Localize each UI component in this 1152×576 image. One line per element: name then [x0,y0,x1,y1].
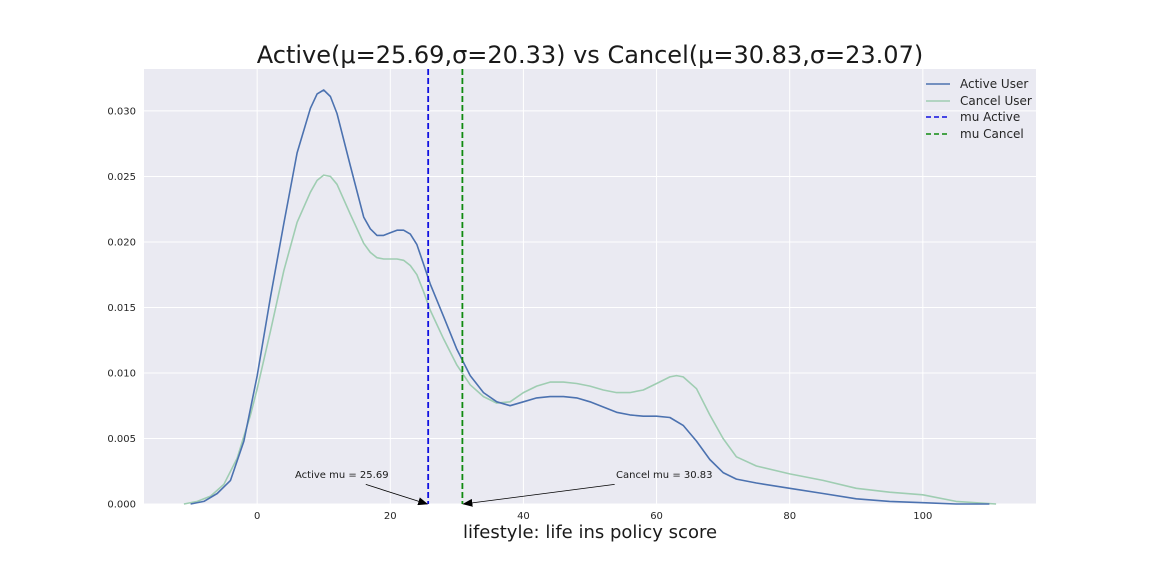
y-tick-label: 0.010 [107,368,136,379]
legend: Active User Cancel User mu Active mu Can… [926,77,1032,141]
annotation-active-mu: Active mu = 25.69 [295,470,389,481]
x-tick-label: 100 [913,511,932,522]
grid-lines [144,69,1036,505]
annotations: Active mu = 25.69 Cancel mu = 30.83 [295,470,713,507]
y-tick-label: 0.005 [107,434,136,445]
x-tick-label: 20 [384,511,397,522]
legend-label-active-user: Active User [960,77,1028,91]
annotation-cancel-mu: Cancel mu = 30.83 [616,470,713,481]
x-axis-label: lifestyle: life ins policy score [463,522,717,543]
y-tick-label: 0.025 [107,172,136,183]
x-tick-label: 0 [254,511,260,522]
annotation-active-arrow [365,484,429,506]
x-tick-labels: 0 20 40 60 80 100 [254,511,932,522]
y-tick-labels: 0.000 0.005 0.010 0.015 0.020 0.025 0.030 [107,106,136,510]
x-tick-label: 60 [650,511,663,522]
series-line-active-user [190,89,990,505]
x-tick-label: 80 [783,511,796,522]
y-tick-label: 0.015 [107,303,136,314]
y-tick-label: 0.030 [107,106,136,117]
series-line-cancel-user [183,174,997,505]
legend-label-mu-active: mu Active [960,110,1020,124]
x-tick-label: 40 [517,511,530,522]
annotation-cancel-arrow [462,484,615,507]
y-tick-label: 0.000 [107,500,136,511]
legend-label-cancel-user: Cancel User [960,94,1032,108]
legend-label-mu-cancel: mu Cancel [960,127,1024,141]
chart-title: Active(μ=25.69,σ=20.33) vs Cancel(μ=30.8… [257,41,923,69]
plot-area [144,69,1036,504]
mean-lines [427,69,464,504]
series-lines [183,89,997,505]
y-tick-label: 0.020 [107,237,136,248]
